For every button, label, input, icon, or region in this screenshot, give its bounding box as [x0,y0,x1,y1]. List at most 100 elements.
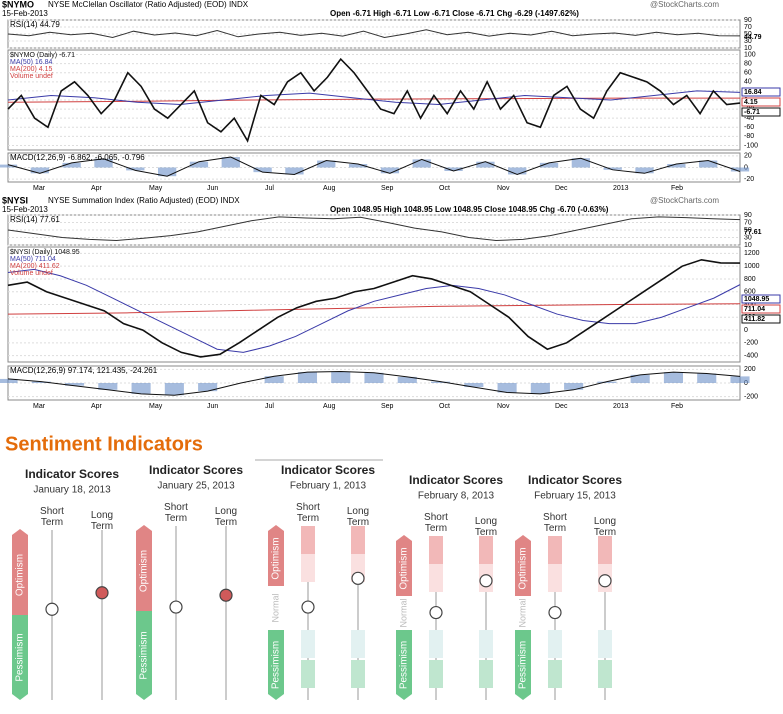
macd-bar [31,381,51,383]
month-label: 2013 [613,403,629,410]
macd-bar [164,383,184,396]
opt-bar [479,536,493,564]
score-marker [45,602,59,616]
y-tick-label: 20 [744,153,752,160]
month-label: Nov [497,185,510,192]
month-label: Apr [91,403,103,410]
term-label: Short Term [164,502,188,524]
rsi-label: RSI(14) 77.61 [10,215,60,224]
term-label: Long Term [475,516,497,538]
month-label: Feb [671,185,683,192]
legend-entry: $NYSI (Daily) 1048.95 [10,249,80,256]
score-marker [548,605,562,620]
last-label-box [741,294,781,304]
y-tick-label: 0 [744,380,748,387]
pes-bar [429,660,443,688]
optimism-tag [515,535,531,596]
month-label: Jun [207,185,218,192]
legend-entry: $NYMO (Daily) -6.71 [10,52,75,59]
y-tick-label: 100 [744,51,756,58]
y-tick-label: 30 [744,38,752,45]
last-label: 411.82 [744,316,765,323]
macd-bar [62,162,81,168]
symbol: $NYSI [2,195,28,205]
y-tick-label: -200 [744,340,758,347]
optimism-label: Optimism [139,550,150,592]
month-label: Apr [91,185,103,192]
last-label-box [741,107,781,117]
card-date: February 1, 2013 [290,481,367,492]
pessimism-tag [515,630,531,700]
rsi-last: 44.79 [744,34,762,41]
macd-bar [380,167,400,174]
macd-bar [564,383,584,390]
month-label: Aug [323,403,336,410]
macd-line [7,156,741,177]
series-line [7,258,741,358]
last-label-box [741,314,781,324]
card-date: January 25, 2013 [157,481,235,492]
macd-bar [253,167,272,173]
macd-bar [444,167,463,171]
month-label: Jun [207,403,218,410]
y-tick-label: 50 [744,31,752,38]
section-title: Sentiment Indicators [5,433,203,455]
macd-bar [430,381,451,383]
legend-entry: MA(50) 711.04 [10,256,56,263]
macd-label: MACD(12,26,9) -6.862, -6.065, -0.796 [10,153,145,162]
opt-bar [301,526,315,554]
card-title: Indicator Scores [25,467,119,481]
series-line [7,268,741,353]
rsi-line [7,216,741,242]
legend-entry: MA(200) 4.15 [10,66,53,73]
score-marker [169,600,183,614]
month-label: Dec [555,403,568,410]
opt-bar [598,536,612,564]
pes-bar-light [548,630,562,658]
card-date: February 15, 2013 [534,491,616,502]
series-line [7,57,741,143]
card-title: Indicator Scores [149,463,243,477]
term-label: Long Term [594,516,616,538]
macd-bar [635,167,654,174]
macd-bar [297,372,318,383]
pes-bar-light [429,630,443,658]
rsi-line [7,29,741,39]
macd-bar [630,374,650,383]
chart-title: NYSE McClellan Oscillator (Ratio Adjuste… [48,0,249,9]
pes-bar [548,660,562,688]
macd-bar [571,158,591,168]
macd-bar [730,167,750,172]
macd-bar [317,160,336,168]
y-tick-label: -100 [744,142,758,149]
opt-bar-light [548,564,562,592]
macd-bar [412,159,431,168]
pessimism-tag [268,630,284,700]
y-tick-label: 10 [744,242,752,249]
macd-bar [0,378,18,383]
macd-bar [667,164,686,168]
macd-bar [348,164,368,168]
y-tick-label: -200 [744,393,758,400]
opt-bar [548,536,562,564]
pes-bar-light [598,630,612,658]
y-tick-label: 30 [744,234,752,241]
month-label: May [149,403,163,410]
pessimism-tag [136,611,152,700]
y-tick-label: 0 [744,327,748,334]
y-tick-label: 200 [744,366,756,373]
month-label: 2013 [613,185,629,192]
optimism-label: Optimism [15,554,26,596]
macd-bar [730,376,750,383]
y-tick-label: 800 [744,276,756,283]
term-label: Long Term [215,506,237,528]
y-tick-label: -80 [744,133,754,140]
macd-bar [189,161,209,168]
macd-bar [0,164,18,168]
term-label: Long Term [91,510,113,532]
pes-bar [598,660,612,688]
pessimism-tag [12,615,28,700]
optimism-label: Optimism [518,547,529,589]
normal-label: Normal [517,598,527,627]
card-title: Indicator Scores [409,473,503,487]
